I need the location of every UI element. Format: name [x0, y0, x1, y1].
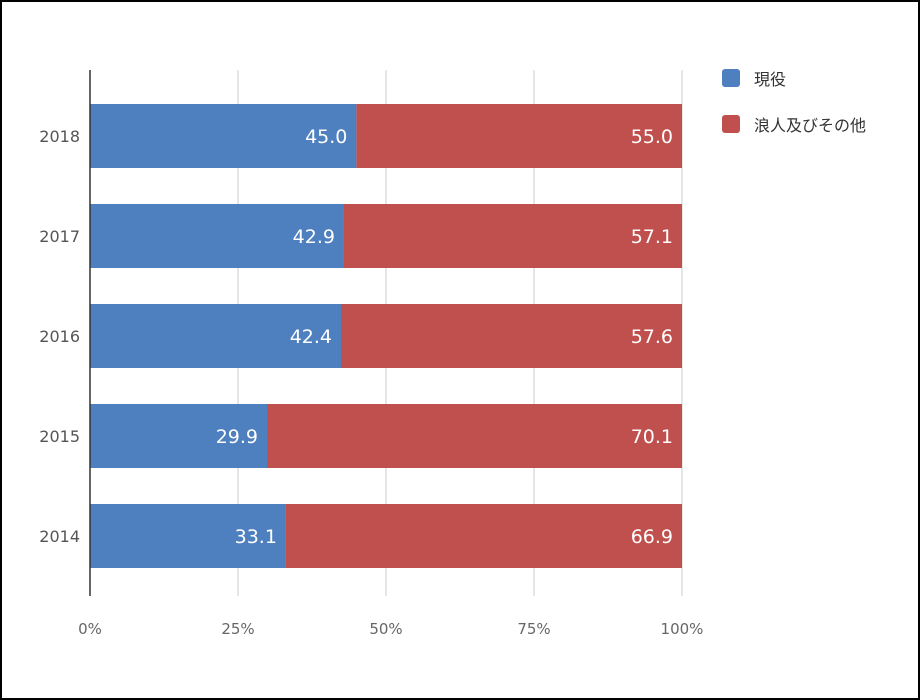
bar-segment: [343, 204, 682, 268]
x-tick-label: 25%: [221, 620, 254, 638]
x-tick-label: 75%: [517, 620, 550, 638]
y-category-label: 2016: [39, 327, 80, 346]
bar-segment: [285, 504, 682, 568]
y-category-label: 2018: [39, 127, 80, 146]
legend-item-genneki: 現役: [722, 66, 866, 90]
data-label: 66.9: [631, 526, 673, 548]
data-label: 55.0: [631, 126, 673, 148]
legend: 現役 浪人及びその他: [722, 66, 866, 158]
data-label: 29.9: [216, 426, 258, 448]
data-label: 42.9: [293, 226, 335, 248]
x-tick-label: 100%: [661, 620, 704, 638]
bar-segment: [90, 404, 268, 468]
data-label: 57.6: [631, 326, 673, 348]
bar-segment: [356, 104, 682, 168]
bar-segment: [90, 504, 286, 568]
legend-swatch-genneki: [722, 69, 740, 87]
bar-segment: [267, 404, 682, 468]
y-category-label: 2014: [39, 527, 80, 546]
x-tick-label: 0%: [78, 620, 102, 638]
legend-item-ronin-other: 浪人及びその他: [722, 112, 866, 136]
x-tick-label: 50%: [369, 620, 402, 638]
data-label: 45.0: [305, 126, 347, 148]
y-category-label: 2015: [39, 427, 80, 446]
data-label: 70.1: [631, 426, 673, 448]
bar-segment: [90, 204, 344, 268]
data-label: 42.4: [290, 326, 332, 348]
bar-segment: [341, 304, 682, 368]
data-label: 57.1: [631, 226, 673, 248]
data-label: 33.1: [235, 526, 277, 548]
legend-label-ronin-other: 浪人及びその他: [754, 116, 867, 135]
bar-segment: [90, 304, 342, 368]
legend-label-genneki: 現役: [754, 70, 787, 89]
y-category-label: 2017: [39, 227, 80, 246]
legend-swatch-ronin-other: [722, 115, 740, 133]
bar-segment: [90, 104, 357, 168]
